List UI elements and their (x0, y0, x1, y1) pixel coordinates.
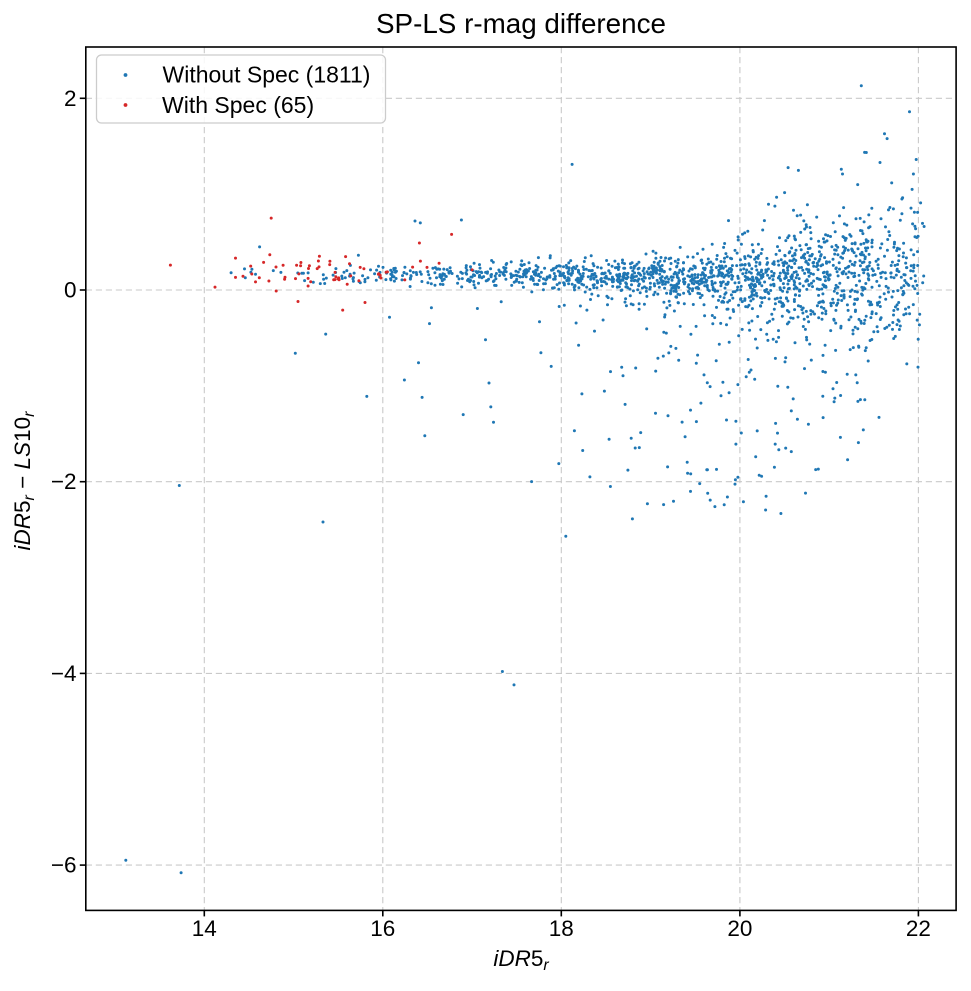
svg-text:16: 16 (370, 916, 395, 941)
svg-text:SP-LS r-mag difference: SP-LS r-mag difference (376, 8, 666, 39)
svg-text:iDR5r: iDR5r (493, 946, 549, 974)
svg-text:20: 20 (727, 916, 752, 941)
svg-text:14: 14 (192, 916, 217, 941)
svg-text:22: 22 (906, 916, 931, 941)
svg-text:−4: −4 (51, 661, 77, 686)
svg-text:iDR5r − LS10r: iDR5r − LS10r (10, 411, 38, 551)
svg-text:Without Spec (1811): Without Spec (1811) (163, 62, 371, 88)
svg-text:2: 2 (64, 86, 77, 111)
svg-text:18: 18 (549, 916, 574, 941)
svg-text:−2: −2 (51, 469, 77, 494)
svg-text:0: 0 (64, 278, 77, 303)
svg-text:With Spec (65): With Spec (65) (162, 92, 314, 118)
svg-text:−6: −6 (51, 853, 77, 878)
